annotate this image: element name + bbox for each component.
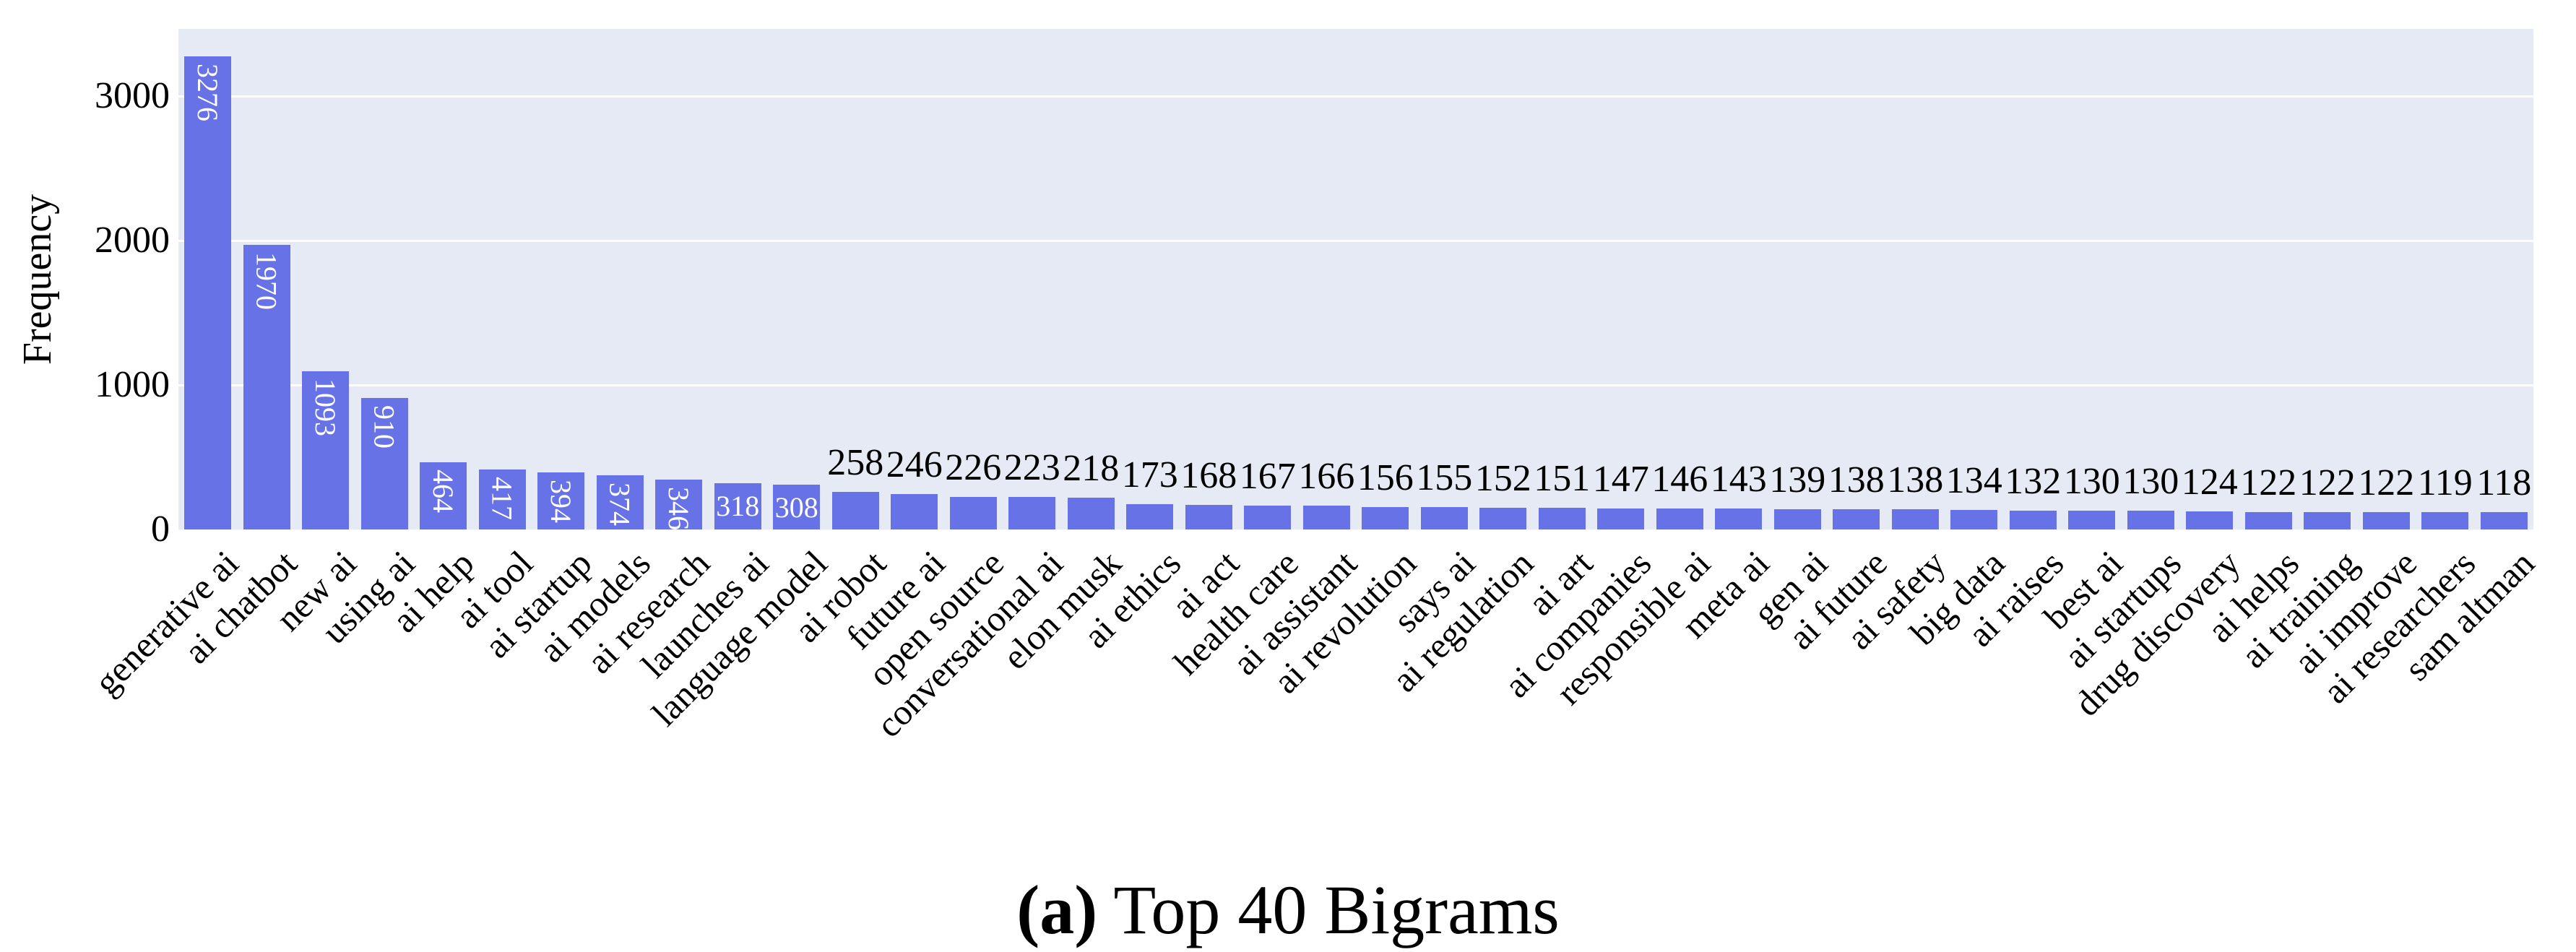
bar-ai-act[interactable] xyxy=(1185,505,1232,529)
bar-open-source[interactable] xyxy=(949,496,997,529)
plot-area xyxy=(178,29,2533,529)
bar-best-ai[interactable] xyxy=(2068,511,2116,529)
bar-value-label: 122 xyxy=(2240,462,2297,503)
bar-generative-ai[interactable]: 3276 xyxy=(184,56,232,529)
bar-value-label: 223 xyxy=(1003,447,1060,489)
bar-value-label: 168 xyxy=(1180,455,1237,497)
y-tick-label-3000: 3000 xyxy=(95,75,170,116)
bar-ai-robot[interactable] xyxy=(831,492,879,529)
bar-using-ai[interactable]: 910 xyxy=(360,398,408,529)
bar-future-ai[interactable] xyxy=(891,493,938,529)
bar-ai-researchers[interactable] xyxy=(2421,512,2469,529)
bar-ai-regulation[interactable] xyxy=(1479,507,1527,529)
bar-value-label: 147 xyxy=(1592,458,1649,500)
bar-ai-startup[interactable]: 394 xyxy=(537,472,585,529)
y-tick-label-1000: 1000 xyxy=(95,364,170,405)
bar-value-label: 152 xyxy=(1474,457,1531,499)
bar-ai-chatbot[interactable]: 1970 xyxy=(243,245,290,529)
bar-big-data[interactable] xyxy=(1950,510,1998,529)
bar-value-label: 258 xyxy=(827,442,884,484)
bar-ai-improve[interactable] xyxy=(2362,511,2410,529)
gridline-y3000 xyxy=(178,95,2533,98)
bar-value-label: 394 xyxy=(545,480,578,524)
bar-value-label: 155 xyxy=(1416,457,1473,498)
bar-ai-startups[interactable] xyxy=(2127,511,2174,529)
gridline-y2000 xyxy=(178,239,2533,242)
bar-value-label: 417 xyxy=(485,476,519,520)
bar-ai-revolution[interactable] xyxy=(1362,506,1409,529)
bar-ai-assistant[interactable] xyxy=(1302,505,1350,529)
bar-value-label: 346 xyxy=(662,486,696,530)
bar-says-ai[interactable] xyxy=(1420,507,1468,529)
bar-value-label: 308 xyxy=(774,491,818,524)
bar-ai-raises[interactable] xyxy=(2009,510,2057,529)
bar-ai-safety[interactable] xyxy=(1891,509,1939,529)
bar-value-label: 122 xyxy=(2299,462,2356,503)
gridline-y1000 xyxy=(178,384,2533,386)
bar-sam-altman[interactable] xyxy=(2480,512,2528,529)
bar-ai-helps[interactable] xyxy=(2244,511,2292,529)
bar-value-label: 122 xyxy=(2358,462,2415,503)
bar-drug-discovery[interactable] xyxy=(2186,511,2234,529)
bar-value-label: 143 xyxy=(1710,459,1767,501)
bar-value-label: 218 xyxy=(1063,448,1120,490)
bar-gen-ai[interactable] xyxy=(1773,509,1821,529)
caption-title: Top 40 Bigrams xyxy=(1113,871,1560,948)
bar-ai-tool[interactable]: 417 xyxy=(478,469,526,529)
bar-value-label: 130 xyxy=(2063,461,2120,502)
bar-ai-future[interactable] xyxy=(1833,509,1880,529)
bar-value-label: 166 xyxy=(1298,455,1355,497)
bar-language-model[interactable]: 308 xyxy=(773,485,821,529)
bar-value-label: 119 xyxy=(2417,462,2473,504)
bar-value-label: 139 xyxy=(1769,459,1826,501)
y-axis-title: Frequency xyxy=(15,194,60,365)
bar-value-label: 910 xyxy=(368,405,401,449)
bar-value-label: 124 xyxy=(2181,462,2238,503)
bar-value-label: 318 xyxy=(716,490,760,523)
bar-value-label: 118 xyxy=(2476,462,2532,504)
caption-label: (a) xyxy=(1016,871,1098,948)
bar-ai-research[interactable]: 346 xyxy=(655,479,703,530)
bar-responsible-ai[interactable] xyxy=(1656,508,1703,529)
bar-value-label: 156 xyxy=(1357,456,1414,498)
bar-value-label: 3276 xyxy=(191,63,225,121)
bar-elon-musk[interactable] xyxy=(1067,498,1115,529)
bar-value-label: 138 xyxy=(1887,459,1944,501)
bar-value-label: 1093 xyxy=(309,378,342,437)
bar-value-label: 130 xyxy=(2122,461,2179,502)
bar-ai-art[interactable] xyxy=(1538,507,1586,529)
bar-ai-help[interactable]: 464 xyxy=(420,462,467,529)
bar-meta-ai[interactable] xyxy=(1715,509,1763,529)
bar-value-label: 132 xyxy=(2005,460,2062,502)
bar-health-care[interactable] xyxy=(1244,505,1292,529)
bar-ai-ethics[interactable] xyxy=(1126,504,1174,529)
bar-ai-training[interactable] xyxy=(2304,511,2351,529)
bar-value-label: 151 xyxy=(1534,457,1591,499)
bar-value-label: 464 xyxy=(427,469,460,514)
bar-value-label: 138 xyxy=(1828,459,1885,501)
bar-conversational-ai[interactable] xyxy=(1008,497,1056,529)
bar-ai-companies[interactable] xyxy=(1597,508,1645,529)
bar-value-label: 374 xyxy=(603,483,636,527)
bar-value-label: 173 xyxy=(1121,454,1178,496)
bar-value-label: 167 xyxy=(1239,455,1296,497)
figure-caption: (a) Top 40 Bigrams xyxy=(0,870,2576,950)
bar-ai-models[interactable]: 374 xyxy=(596,475,644,529)
bar-value-label: 246 xyxy=(886,443,943,485)
bar-new-ai[interactable]: 1093 xyxy=(302,371,350,529)
bar-value-label: 226 xyxy=(945,446,1002,488)
bar-value-label: 134 xyxy=(1945,460,2002,502)
y-tick-label-2000: 2000 xyxy=(95,220,170,261)
bar-value-label: 1970 xyxy=(250,252,283,310)
bar-launches-ai[interactable]: 318 xyxy=(714,483,761,529)
y-tick-label-0: 0 xyxy=(151,509,170,550)
bar-value-label: 146 xyxy=(1651,458,1708,500)
